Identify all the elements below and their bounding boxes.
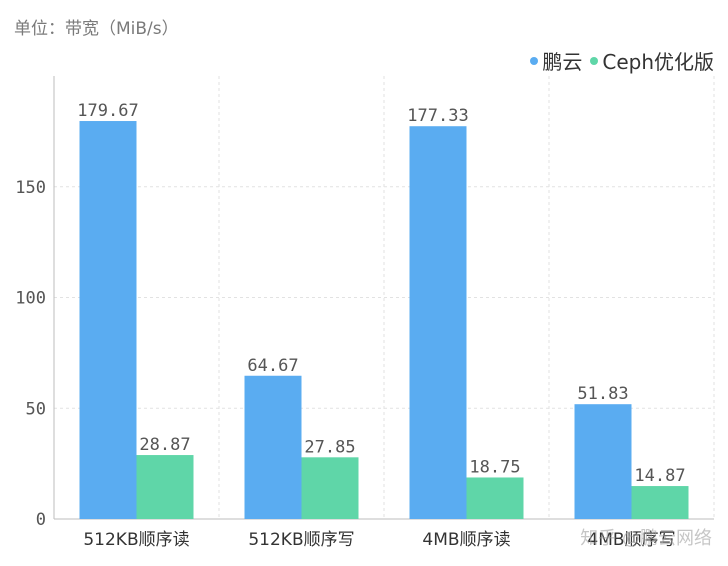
x-tick-label-2: 4MB顺序读 [422, 530, 510, 550]
bar-1-1 [301, 457, 359, 519]
legend: 鹏云 Ceph优化版 [530, 46, 714, 75]
unit-label: 单位：带宽（MiB/s） [14, 19, 179, 39]
data-label-1-0: 28.87 [139, 435, 190, 455]
bar-1-2 [466, 477, 524, 519]
y-tick-label-3: 150 [15, 178, 46, 198]
bar-0-0 [79, 121, 137, 520]
legend-item-series-1: Ceph优化版 [590, 46, 714, 75]
data-label-1-2: 18.75 [469, 457, 520, 477]
data-label-0-2: 177.33 [407, 106, 468, 126]
y-tick-label-1: 50 [26, 399, 46, 419]
data-label-0-3: 51.83 [577, 384, 628, 404]
y-tick-label-0: 0 [36, 510, 46, 530]
data-label-0-1: 64.67 [247, 356, 298, 376]
bar-0-3 [574, 404, 632, 519]
legend-label-series-1: Ceph优化版 [602, 50, 714, 74]
data-label-1-1: 27.85 [304, 437, 355, 457]
bar-1-0 [136, 455, 194, 519]
data-label-1-3: 14.87 [634, 466, 685, 486]
y-tick-label-2: 100 [15, 289, 46, 309]
x-tick-label-3: 4MB顺序写 [587, 530, 675, 550]
legend-dot-series-1 [590, 56, 599, 65]
x-tick-label-1: 512KB顺序写 [248, 530, 354, 550]
legend-dot-series-0 [530, 56, 539, 65]
bar-0-2 [409, 126, 467, 519]
bar-1-3 [631, 486, 689, 519]
watermark: 知乎 @鹏云网络 [580, 528, 712, 549]
legend-item-series-0: 鹏云 [530, 46, 582, 75]
bar-0-1 [244, 375, 302, 519]
x-tick-label-0: 512KB顺序读 [83, 530, 189, 550]
legend-label-series-0: 鹏云 [542, 50, 583, 74]
data-label-0-0: 179.67 [77, 101, 138, 121]
